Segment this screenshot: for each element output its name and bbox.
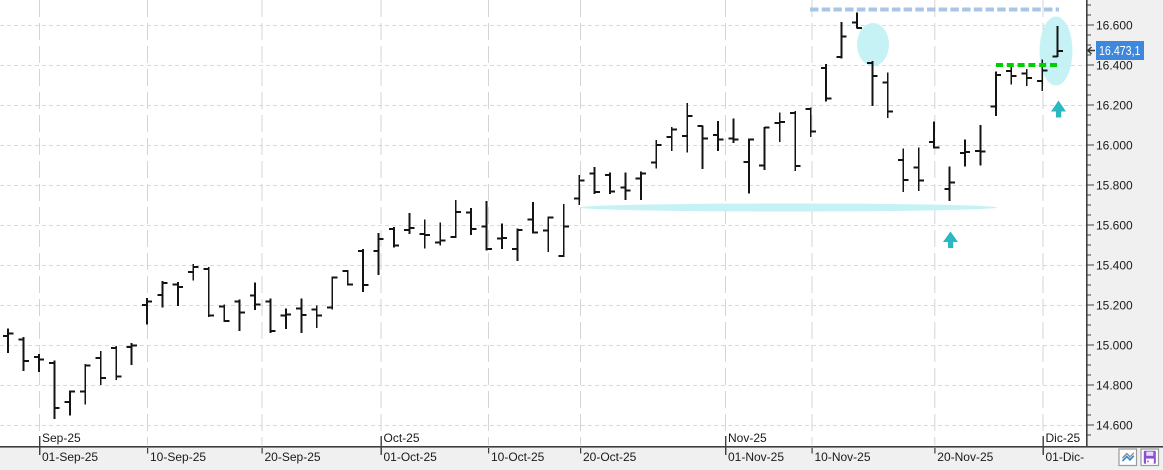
svg-text:15.200: 15.200 [1096,299,1133,313]
svg-text:01-Sep-25: 01-Sep-25 [42,450,98,464]
svg-text:01-Dic-: 01-Dic- [1046,450,1085,464]
svg-text:Oct-25: Oct-25 [384,431,420,445]
svg-text:16.600: 16.600 [1096,19,1133,33]
svg-text:Nov-25: Nov-25 [728,431,767,445]
svg-text:Sep-25: Sep-25 [42,431,81,445]
svg-text:16.000: 16.000 [1096,139,1133,153]
svg-text:15.800: 15.800 [1096,179,1133,193]
svg-text:15.600: 15.600 [1096,219,1133,233]
svg-text:01-Nov-25: 01-Nov-25 [728,450,784,464]
svg-text:14.800: 14.800 [1096,379,1133,393]
svg-text:10-Sep-25: 10-Sep-25 [150,450,206,464]
svg-text:15.000: 15.000 [1096,339,1133,353]
svg-text:16.200: 16.200 [1096,99,1133,113]
svg-text:15.400: 15.400 [1096,259,1133,273]
svg-text:10-Nov-25: 10-Nov-25 [815,450,871,464]
svg-text:16.400: 16.400 [1096,59,1133,73]
svg-text:16.473,1: 16.473,1 [1099,43,1141,58]
svg-text:14.600: 14.600 [1096,419,1133,433]
svg-text:20-Sep-25: 20-Sep-25 [265,450,321,464]
svg-text:20-Nov-25: 20-Nov-25 [937,450,993,464]
svg-text:01-Oct-25: 01-Oct-25 [384,450,438,464]
svg-text:20-Oct-25: 20-Oct-25 [583,450,637,464]
svg-text:Dic-25: Dic-25 [1046,431,1081,445]
svg-text:10-Oct-25: 10-Oct-25 [491,450,545,464]
